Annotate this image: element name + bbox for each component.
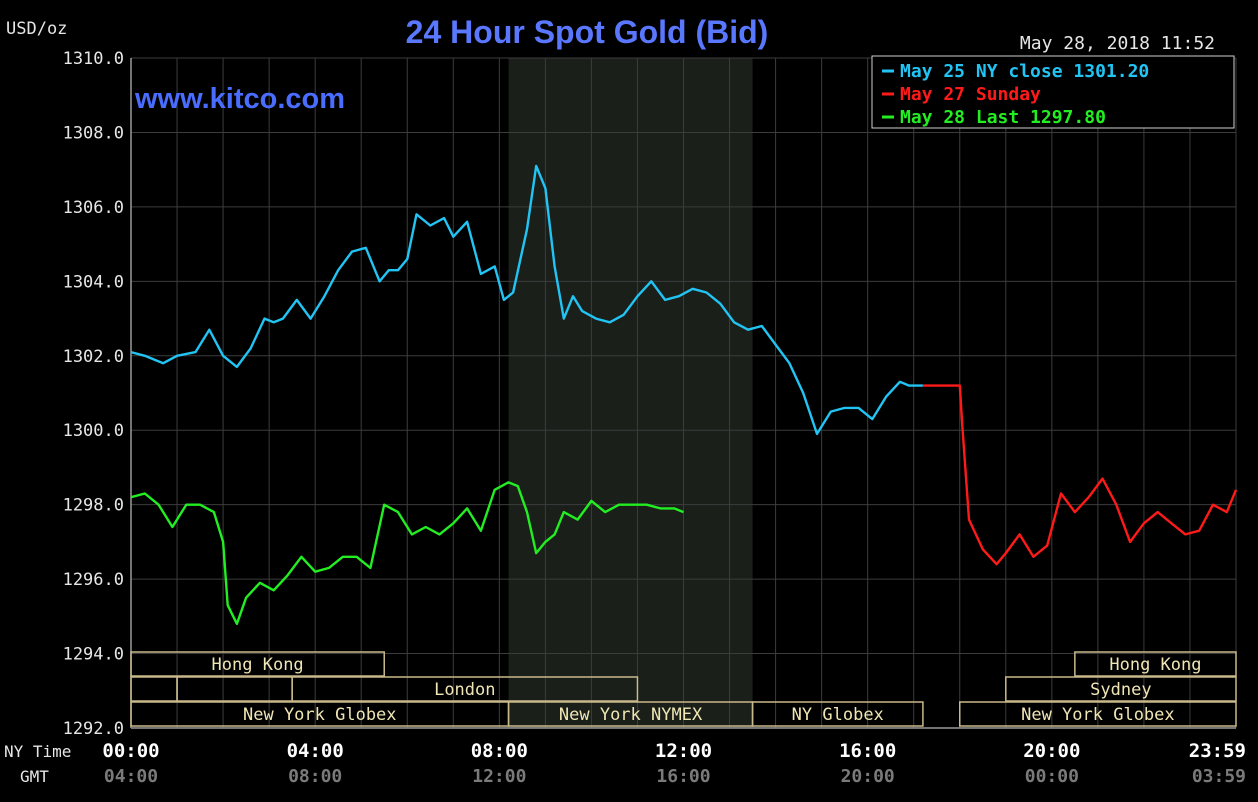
y-tick-label: 1296.0 (63, 570, 124, 590)
y-tick-label: 1294.0 (63, 645, 124, 665)
nymex-session-shading (508, 58, 753, 728)
session-label: Sydney (1090, 680, 1151, 700)
x-tick-label-gmt: 08:00 (288, 766, 342, 787)
y-tick-label: 1308.0 (63, 123, 124, 143)
y-tick-label: 1310.0 (63, 49, 124, 69)
y-tick-label: 1292.0 (63, 719, 124, 739)
legend-item: May 27 Sunday (900, 84, 1041, 105)
x-tick-label-ny: 20:00 (1023, 740, 1080, 762)
x-tick-label-ny: 04:00 (287, 740, 344, 762)
x-tick-label-ny: 00:00 (102, 740, 159, 762)
x-axis-label-gmt: GMT (20, 767, 49, 786)
legend-box (871, 55, 1235, 129)
session-box (1005, 676, 1237, 702)
session-box (291, 676, 639, 702)
x-tick-label-gmt: 03:59 (1192, 766, 1246, 787)
session-box (751, 701, 924, 727)
series-line (922, 384, 1238, 566)
x-tick-label-gmt: 12:00 (472, 766, 526, 787)
x-tick-label-gmt: 20:00 (841, 766, 895, 787)
y-tick-label: 1298.0 (63, 496, 124, 516)
chart-title: 24 Hour Spot Gold (Bid) (406, 14, 769, 50)
series-line (130, 481, 684, 625)
session-label: NY Globex (792, 705, 884, 725)
session-label: New York Globex (243, 705, 397, 725)
x-tick-label-ny: 23:59 (1189, 740, 1246, 762)
y-axis-ticks: 1310.0 1308.0 1306.0 1304.0 1302.0 1300.0 1298… (63, 49, 124, 739)
price-series (130, 164, 1238, 625)
session-label: New York Globex (1021, 705, 1175, 725)
unit-label: USD/oz (6, 19, 67, 39)
x-axis-ticks: 00:00 04:00 04:00 08:00 08:00 12:00 12:00 16:00… (102, 740, 1246, 787)
session-label: Hong Kong (1109, 655, 1201, 675)
session-label: Hong Kong (212, 655, 304, 675)
session-box (130, 651, 385, 677)
legend-item: May 28 Last 1297.80 (900, 107, 1106, 128)
y-tick-label: 1300.0 (63, 421, 124, 441)
watermark: www.kitco.com (134, 83, 345, 115)
y-tick-label: 1306.0 (63, 198, 124, 218)
session-label: New York NYMEX (559, 705, 703, 725)
legend-item: May 25 NY close 1301.20 (900, 61, 1149, 82)
x-tick-label-gmt: 04:00 (104, 766, 158, 787)
x-axis-label-ny: NY Time (4, 742, 71, 761)
trading-sessions: Hong Kong Hong Kong London Sydney New York G… (130, 651, 1237, 727)
x-tick-label-ny: 16:00 (839, 740, 896, 762)
x-tick-label-gmt: 00:00 (1025, 766, 1079, 787)
x-tick-label-gmt: 16:00 (656, 766, 710, 787)
series-line (130, 164, 923, 436)
y-tick-label: 1304.0 (63, 272, 124, 292)
timestamp: May 28, 2018 11:52 (1020, 33, 1215, 54)
y-tick-label: 1302.0 (63, 347, 124, 367)
x-tick-label-ny: 12:00 (655, 740, 712, 762)
session-box (959, 701, 1237, 727)
x-tick-label-ny: 08:00 (471, 740, 528, 762)
session-box (1074, 651, 1237, 677)
session-label: London (434, 680, 495, 700)
